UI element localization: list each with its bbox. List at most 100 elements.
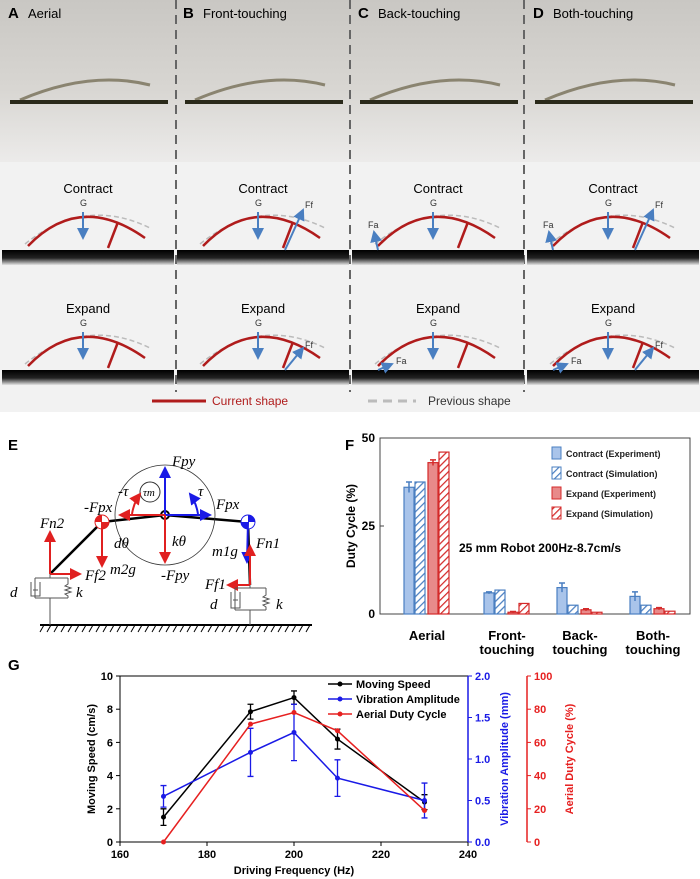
adhesion-force-label: Fa — [396, 356, 407, 366]
adhesion-force-label: Fa — [571, 356, 582, 366]
panel-title: Both-touching — [553, 6, 633, 21]
neg-tau-label: -τ — [118, 484, 129, 500]
adhesion-force-arrow — [377, 362, 394, 374]
hatch-tick — [95, 624, 101, 633]
tau-arrow — [188, 492, 201, 515]
tau-label: τ — [198, 484, 204, 500]
hatch-tick — [151, 624, 157, 633]
g-data-point — [161, 793, 166, 799]
g-data-point — [335, 775, 340, 781]
right-spring-label: k — [276, 597, 283, 613]
g-ytick-label: 0.0 — [475, 837, 490, 849]
f-ytick-label: 25 — [362, 519, 376, 533]
right-damper-label: d — [210, 597, 218, 613]
adhesion-force-arrow — [370, 230, 383, 251]
d-theta-label: dθ — [114, 536, 130, 552]
f-bar — [427, 462, 439, 615]
f-legend-label: Contract (Experiment) — [566, 449, 661, 459]
hatch-tick — [102, 624, 108, 633]
g-ytick-label: 80 — [534, 704, 546, 716]
hatch-tick — [214, 624, 220, 633]
ground — [177, 370, 349, 386]
phase-expand-label: Expand — [591, 301, 635, 316]
g-xtick-label: 180 — [198, 849, 216, 861]
hatch-tick — [158, 624, 164, 633]
hatch-tick — [179, 624, 185, 633]
hatch-tick — [144, 624, 150, 633]
friction-force-arrow — [634, 346, 655, 371]
g-legend-label: Aerial Duty Cycle — [356, 709, 446, 721]
panel-letter: B — [183, 5, 194, 22]
f-category-label: Both- — [636, 628, 670, 643]
f-bar — [483, 592, 495, 615]
friction-force-arrow — [284, 208, 305, 251]
g-legend-label: Moving Speed — [356, 679, 431, 691]
panel-e-free-body-diagram: E τm Fpy -Fpy F — [8, 437, 312, 633]
ground — [527, 250, 699, 266]
ground — [2, 250, 174, 266]
f-error-bar — [510, 610, 516, 613]
hatch-tick — [298, 624, 304, 633]
g-ytick-label: 4 — [107, 771, 114, 783]
panel-g-letter: G — [8, 657, 20, 674]
center-of-gravity-label: G — [80, 318, 87, 328]
f-bar — [664, 610, 676, 615]
panel-f-letter: F — [345, 437, 354, 454]
photo-surface — [185, 100, 343, 104]
g-data-point — [248, 709, 253, 715]
f-bar — [438, 451, 450, 615]
hatch-tick — [130, 624, 136, 633]
f-legend-label: Contract (Simulation) — [566, 469, 658, 479]
hatch-tick — [221, 624, 227, 633]
center-of-gravity-label: G — [255, 198, 262, 208]
g-ytick-label: 6 — [107, 737, 113, 749]
friction-force-label: Ff — [655, 200, 663, 210]
center-of-gravity-label: G — [430, 198, 437, 208]
f-bar — [567, 604, 579, 615]
g-ytick-label: 10 — [101, 671, 113, 683]
ground-hatching — [39, 624, 311, 633]
ground — [177, 250, 349, 266]
ground — [352, 370, 524, 386]
f-bar — [518, 602, 530, 615]
g-ytick-label: 100 — [534, 671, 552, 683]
g-data-point — [161, 839, 166, 845]
phase-expand-label: Expand — [241, 301, 285, 316]
robot-leg — [456, 341, 470, 369]
hatch-tick — [123, 624, 129, 633]
f-error-bar — [406, 481, 412, 493]
hatch-tick — [67, 624, 73, 633]
right-spring-damper — [230, 585, 271, 625]
f-ytick-label: 0 — [368, 607, 375, 621]
g-ytick-label: 1.0 — [475, 754, 490, 766]
g-ytick-label: 8 — [107, 704, 113, 716]
phase-contract-label: Contract — [238, 181, 288, 196]
hatch-tick — [88, 624, 94, 633]
robot-photo — [369, 78, 501, 102]
f-annotation: 25 mm Robot 200Hz-8.7cm/s — [459, 541, 621, 555]
friction-force-label: Ff — [655, 340, 663, 350]
robot-photo — [19, 78, 151, 102]
adhesion-force-arrow — [552, 362, 569, 374]
g-ytick-label: 1.5 — [475, 713, 490, 725]
g-xtick-label: 240 — [459, 849, 477, 861]
g-data-point — [248, 749, 253, 755]
g-ytick-label: 60 — [534, 737, 546, 749]
torsion-joint-circle — [114, 464, 216, 566]
g-ytick-label: 0 — [534, 837, 540, 849]
hatch-tick — [193, 624, 199, 633]
photo-surface — [535, 100, 693, 104]
hatch-tick — [53, 624, 59, 633]
center-of-gravity-label: G — [255, 318, 262, 328]
fpx-label: Fpx — [215, 497, 240, 513]
hatch-tick — [228, 624, 234, 633]
panel-letter: D — [533, 5, 544, 22]
phase-contract-label: Contract — [63, 181, 113, 196]
g-axis-label: Aerial Duty Cycle (%) — [564, 703, 576, 814]
robot-leg — [456, 221, 470, 249]
panel-title: Front-touching — [203, 6, 287, 21]
hatch-tick — [74, 624, 80, 633]
hatch-tick — [256, 624, 262, 633]
g-data-point — [422, 798, 427, 803]
phase-expand-label: Expand — [66, 301, 110, 316]
